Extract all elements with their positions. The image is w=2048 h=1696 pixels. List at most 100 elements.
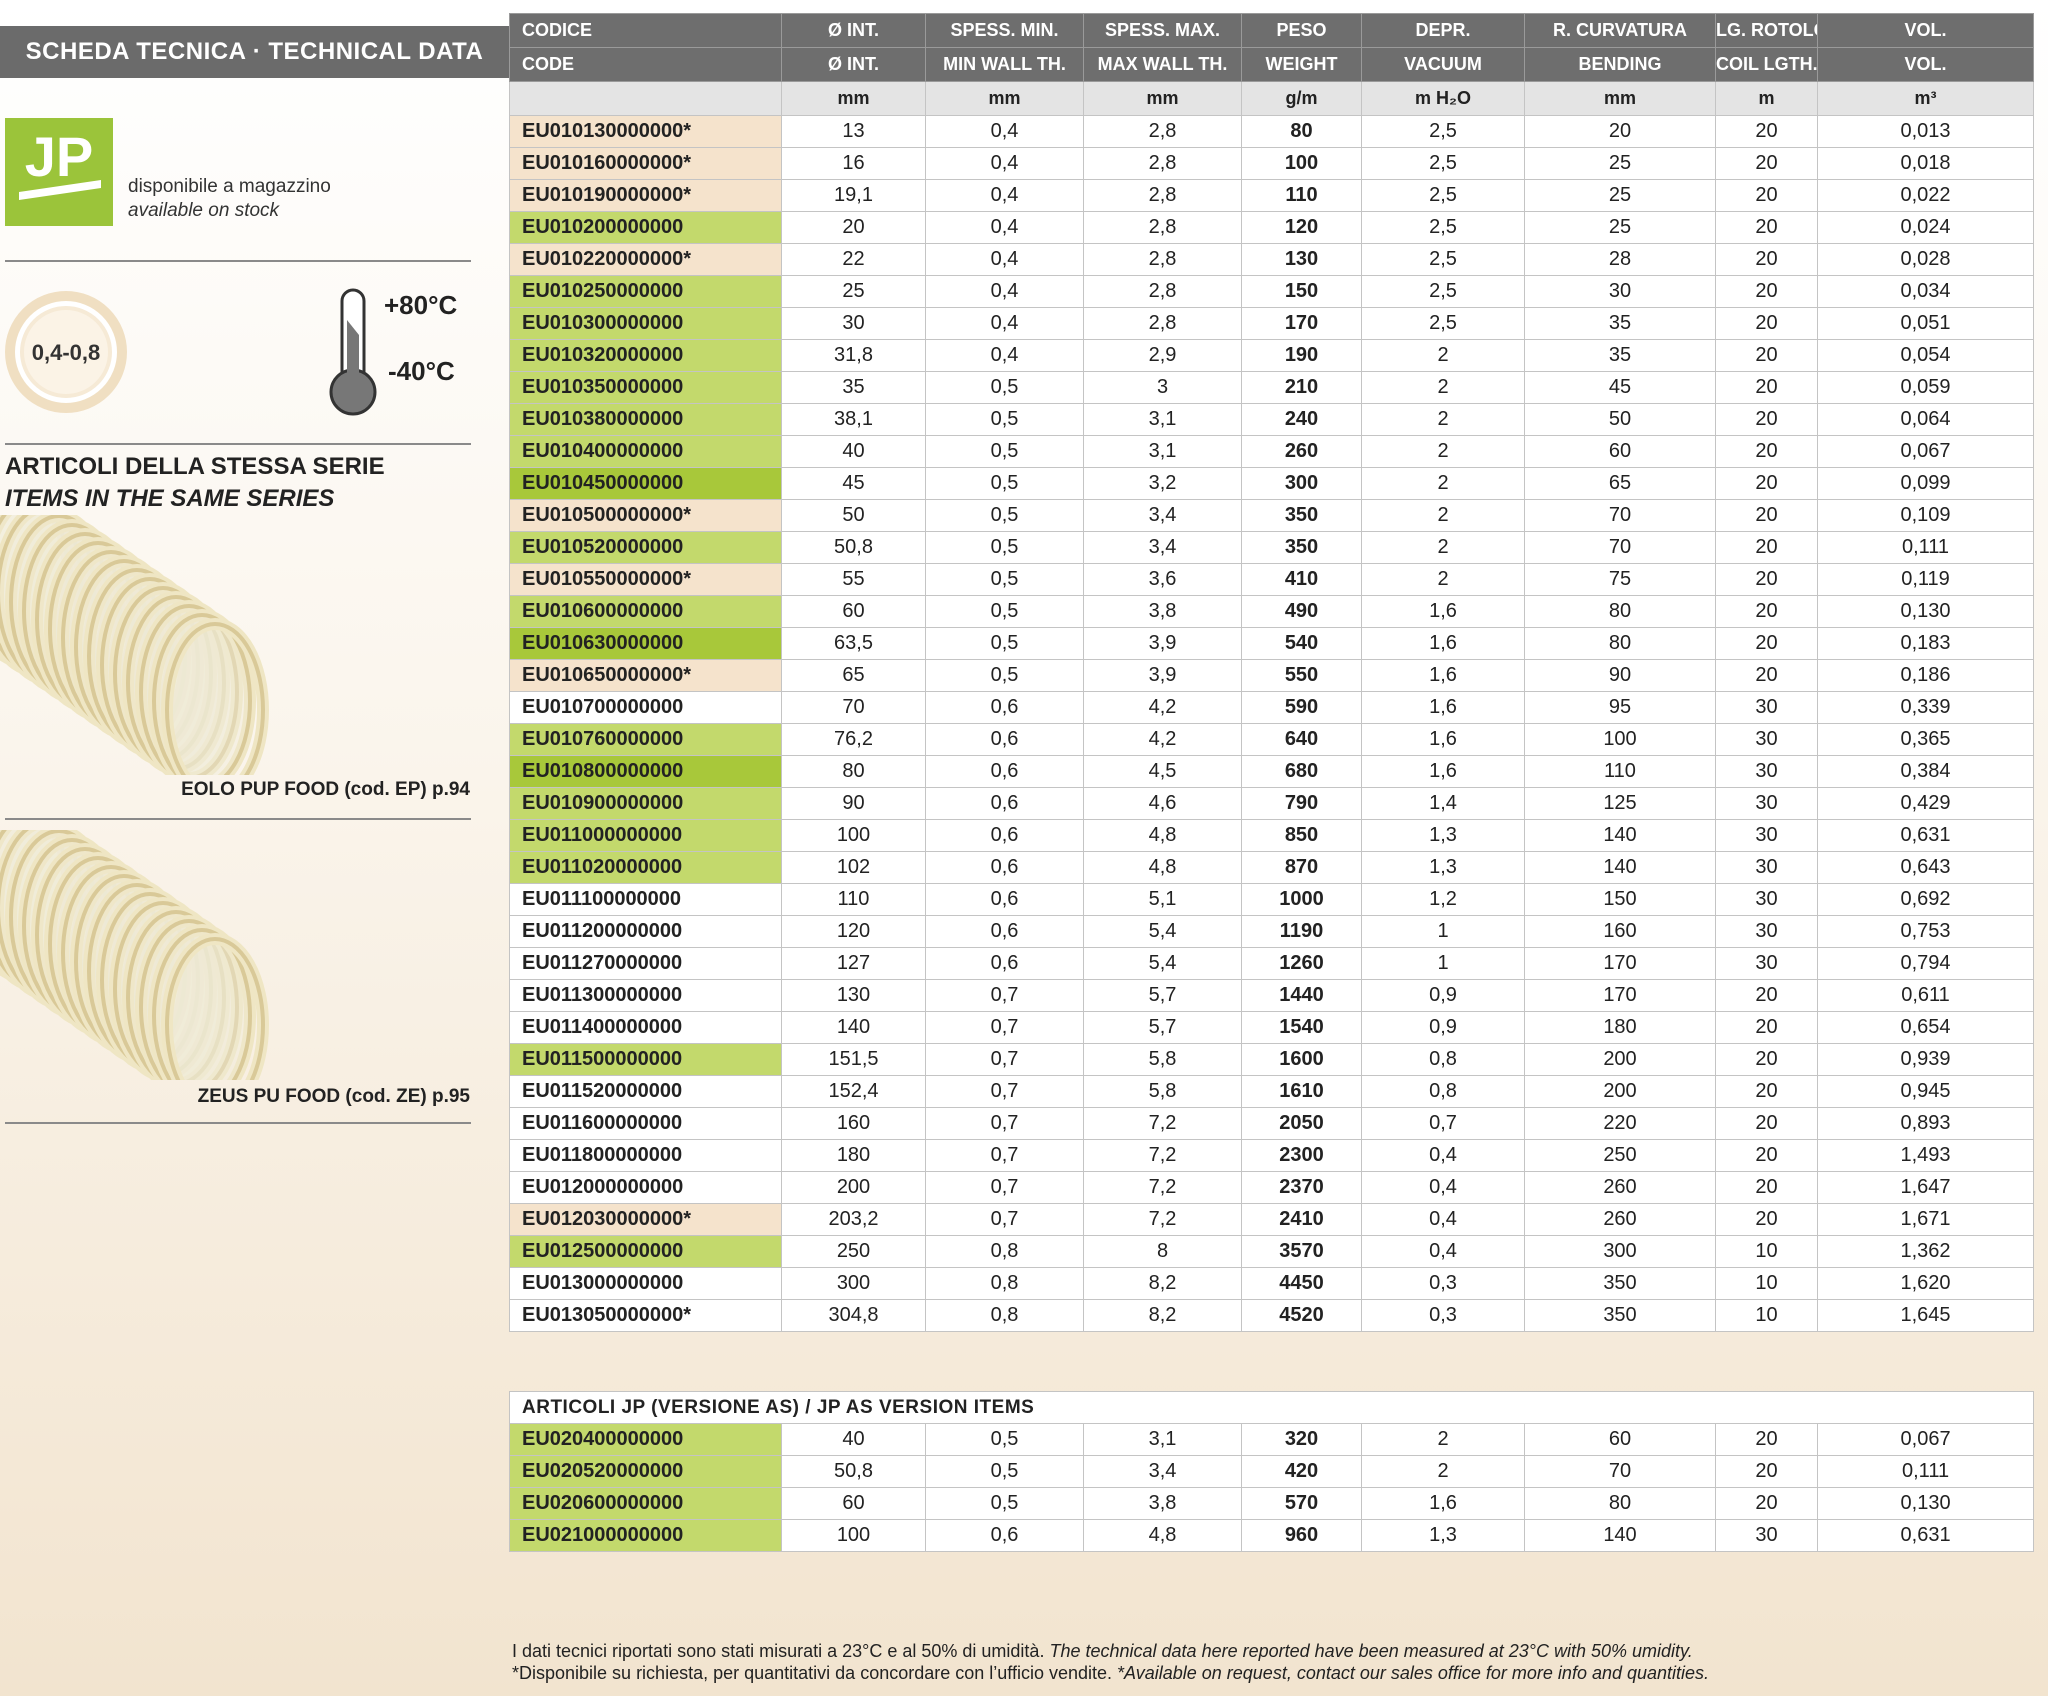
data-cell: 0,6 <box>925 787 1084 820</box>
data-row: EU011020000000 102 0,6 4,8 870 1,3 140 30 0,643 <box>509 851 2034 884</box>
units-cell: m³ <box>1817 81 2034 116</box>
data-cell: 110 <box>1241 179 1362 212</box>
data-cell: 0,5 <box>925 595 1084 628</box>
code-cell: EU010760000000 <box>509 723 782 756</box>
data-cell: 20 <box>1715 531 1818 564</box>
data-row: EU012000000000 200 0,7 7,2 2370 0,4 260 20 1,647 <box>509 1171 2034 1204</box>
data-cell: 0,654 <box>1817 1011 2034 1044</box>
data-cell: 127 <box>781 947 926 980</box>
data-row: EU013050000000* 304,8 0,8 8,2 4520 0,3 350 10 1,… <box>509 1299 2034 1332</box>
data-cell: 0,6 <box>925 883 1084 916</box>
data-row: EU010350000000 35 0,5 3 210 2 45 20 0,059 <box>509 371 2034 404</box>
data-cell: 20 <box>1715 307 1818 340</box>
data-cell: 30 <box>1715 851 1818 884</box>
data-cell: 0,4 <box>925 275 1084 308</box>
data-cell: 0,5 <box>925 1455 1084 1488</box>
data-cell: 0,186 <box>1817 659 2034 692</box>
data-cell: 110 <box>1524 755 1716 788</box>
data-cell: 20 <box>1715 403 1818 436</box>
code-cell: EU011020000000 <box>509 851 782 884</box>
data-row: EU010160000000* 16 0,4 2,8 100 2,5 25 20 0,018 <box>509 147 2034 180</box>
data-row: EU010130000000* 13 0,4 2,8 80 2,5 20 20 0,013 <box>509 115 2034 148</box>
data-cell: 2,8 <box>1083 147 1242 180</box>
data-cell: 20 <box>1715 563 1818 596</box>
data-cell: 4,8 <box>1083 851 1242 884</box>
data-cell: 35 <box>1524 339 1716 372</box>
data-cell: 2,9 <box>1083 339 1242 372</box>
separator <box>5 443 471 445</box>
data-cell: 95 <box>1524 691 1716 724</box>
data-cell: 40 <box>781 435 926 468</box>
data-cell: 5,7 <box>1083 979 1242 1012</box>
data-cell: 70 <box>781 691 926 724</box>
data-cell: 0,7 <box>1361 1107 1525 1140</box>
code-cell: EU010400000000 <box>509 435 782 468</box>
data-cell: 0,939 <box>1817 1043 2034 1076</box>
data-cell: 0,4 <box>1361 1235 1525 1268</box>
data-cell: 1 <box>1361 947 1525 980</box>
data-cell: 640 <box>1241 723 1362 756</box>
data-cell: 7,2 <box>1083 1171 1242 1204</box>
data-cell: 20 <box>1715 1487 1818 1520</box>
data-cell: 0,7 <box>925 1107 1084 1140</box>
data-cell: 20 <box>1715 1139 1818 1172</box>
data-cell: 20 <box>1715 371 1818 404</box>
data-cell: 0,5 <box>925 563 1084 596</box>
data-cell: 120 <box>1241 211 1362 244</box>
data-cell: 5,4 <box>1083 947 1242 980</box>
data-cell: 960 <box>1241 1519 1362 1552</box>
data-cell: 0,7 <box>925 979 1084 1012</box>
data-cell: 0,631 <box>1817 819 2034 852</box>
data-cell: 125 <box>1524 787 1716 820</box>
data-row: EU020520000000 50,8 0,5 3,4 420 2 70 20 0,111 <box>509 1455 2035 1488</box>
data-cell: 1,3 <box>1361 819 1525 852</box>
data-cell: 30 <box>1715 1519 1818 1552</box>
data-cell: 410 <box>1241 563 1362 596</box>
data-cell: 0,5 <box>925 659 1084 692</box>
hose-ring <box>165 622 265 775</box>
data-cell: 50 <box>781 499 926 532</box>
data-cell: 150 <box>1524 883 1716 916</box>
series-item: ZEUS PU FOOD (cod. ZE) p.95 <box>197 1086 470 1107</box>
data-cell: 1610 <box>1241 1075 1362 1108</box>
data-cell: 0,4 <box>925 243 1084 276</box>
data-row: EU010900000000 90 0,6 4,6 790 1,4 125 30 0,429 <box>509 787 2034 820</box>
data-cell: 90 <box>1524 659 1716 692</box>
data-row: EU020600000000 60 0,5 3,8 570 1,6 80 20 0,130 <box>509 1487 2035 1520</box>
data-cell: 1,647 <box>1817 1171 2034 1204</box>
data-row: EU012030000000* 203,2 0,7 7,2 2410 0,4 260 20 1,… <box>509 1203 2034 1236</box>
data-cell: 200 <box>1524 1075 1716 1108</box>
header-cell: Ø INT. <box>781 13 926 48</box>
header-cell: COIL LGTH. <box>1715 47 1818 82</box>
data-cell: 0,6 <box>925 851 1084 884</box>
data-cell: 3,8 <box>1083 1487 1242 1520</box>
data-cell: 20 <box>1524 115 1716 148</box>
units-cell: mm <box>1083 81 1242 116</box>
data-cell: 2 <box>1361 563 1525 596</box>
wall-ring-inner <box>20 306 112 398</box>
data-row: EU011600000000 160 0,7 7,2 2050 0,7 220 20 0,893 <box>509 1107 2034 1140</box>
data-cell: 20 <box>781 211 926 244</box>
data-cell: 60 <box>1524 1423 1716 1456</box>
data-cell: 0,5 <box>925 627 1084 660</box>
code-cell: EU011300000000 <box>509 979 782 1012</box>
data-cell: 4520 <box>1241 1299 1362 1332</box>
data-cell: 2,5 <box>1361 211 1525 244</box>
data-cell: 1,6 <box>1361 691 1525 724</box>
data-cell: 1,620 <box>1817 1267 2034 1300</box>
data-cell: 151,5 <box>781 1043 926 1076</box>
data-row: EU010190000000* 19,1 0,4 2,8 110 2,5 25 20 0,022 <box>509 179 2034 212</box>
data-cell: 5,1 <box>1083 883 1242 916</box>
data-cell: 3,4 <box>1083 531 1242 564</box>
data-cell: 80 <box>1524 627 1716 660</box>
code-cell: EU010650000000* <box>509 659 782 692</box>
data-cell: 80 <box>781 755 926 788</box>
data-cell: 0,119 <box>1817 563 2034 596</box>
data-cell: 2370 <box>1241 1171 1362 1204</box>
data-row: EU011400000000 140 0,7 5,7 1540 0,9 180 20 0,654 <box>509 1011 2034 1044</box>
data-row: EU013000000000 300 0,8 8,2 4450 0,3 350 10 1,620 <box>509 1267 2034 1300</box>
code-cell: EU011000000000 <box>509 819 782 852</box>
data-cell: 0,034 <box>1817 275 2034 308</box>
data-cell: 2,8 <box>1083 179 1242 212</box>
data-cell: 100 <box>781 819 926 852</box>
